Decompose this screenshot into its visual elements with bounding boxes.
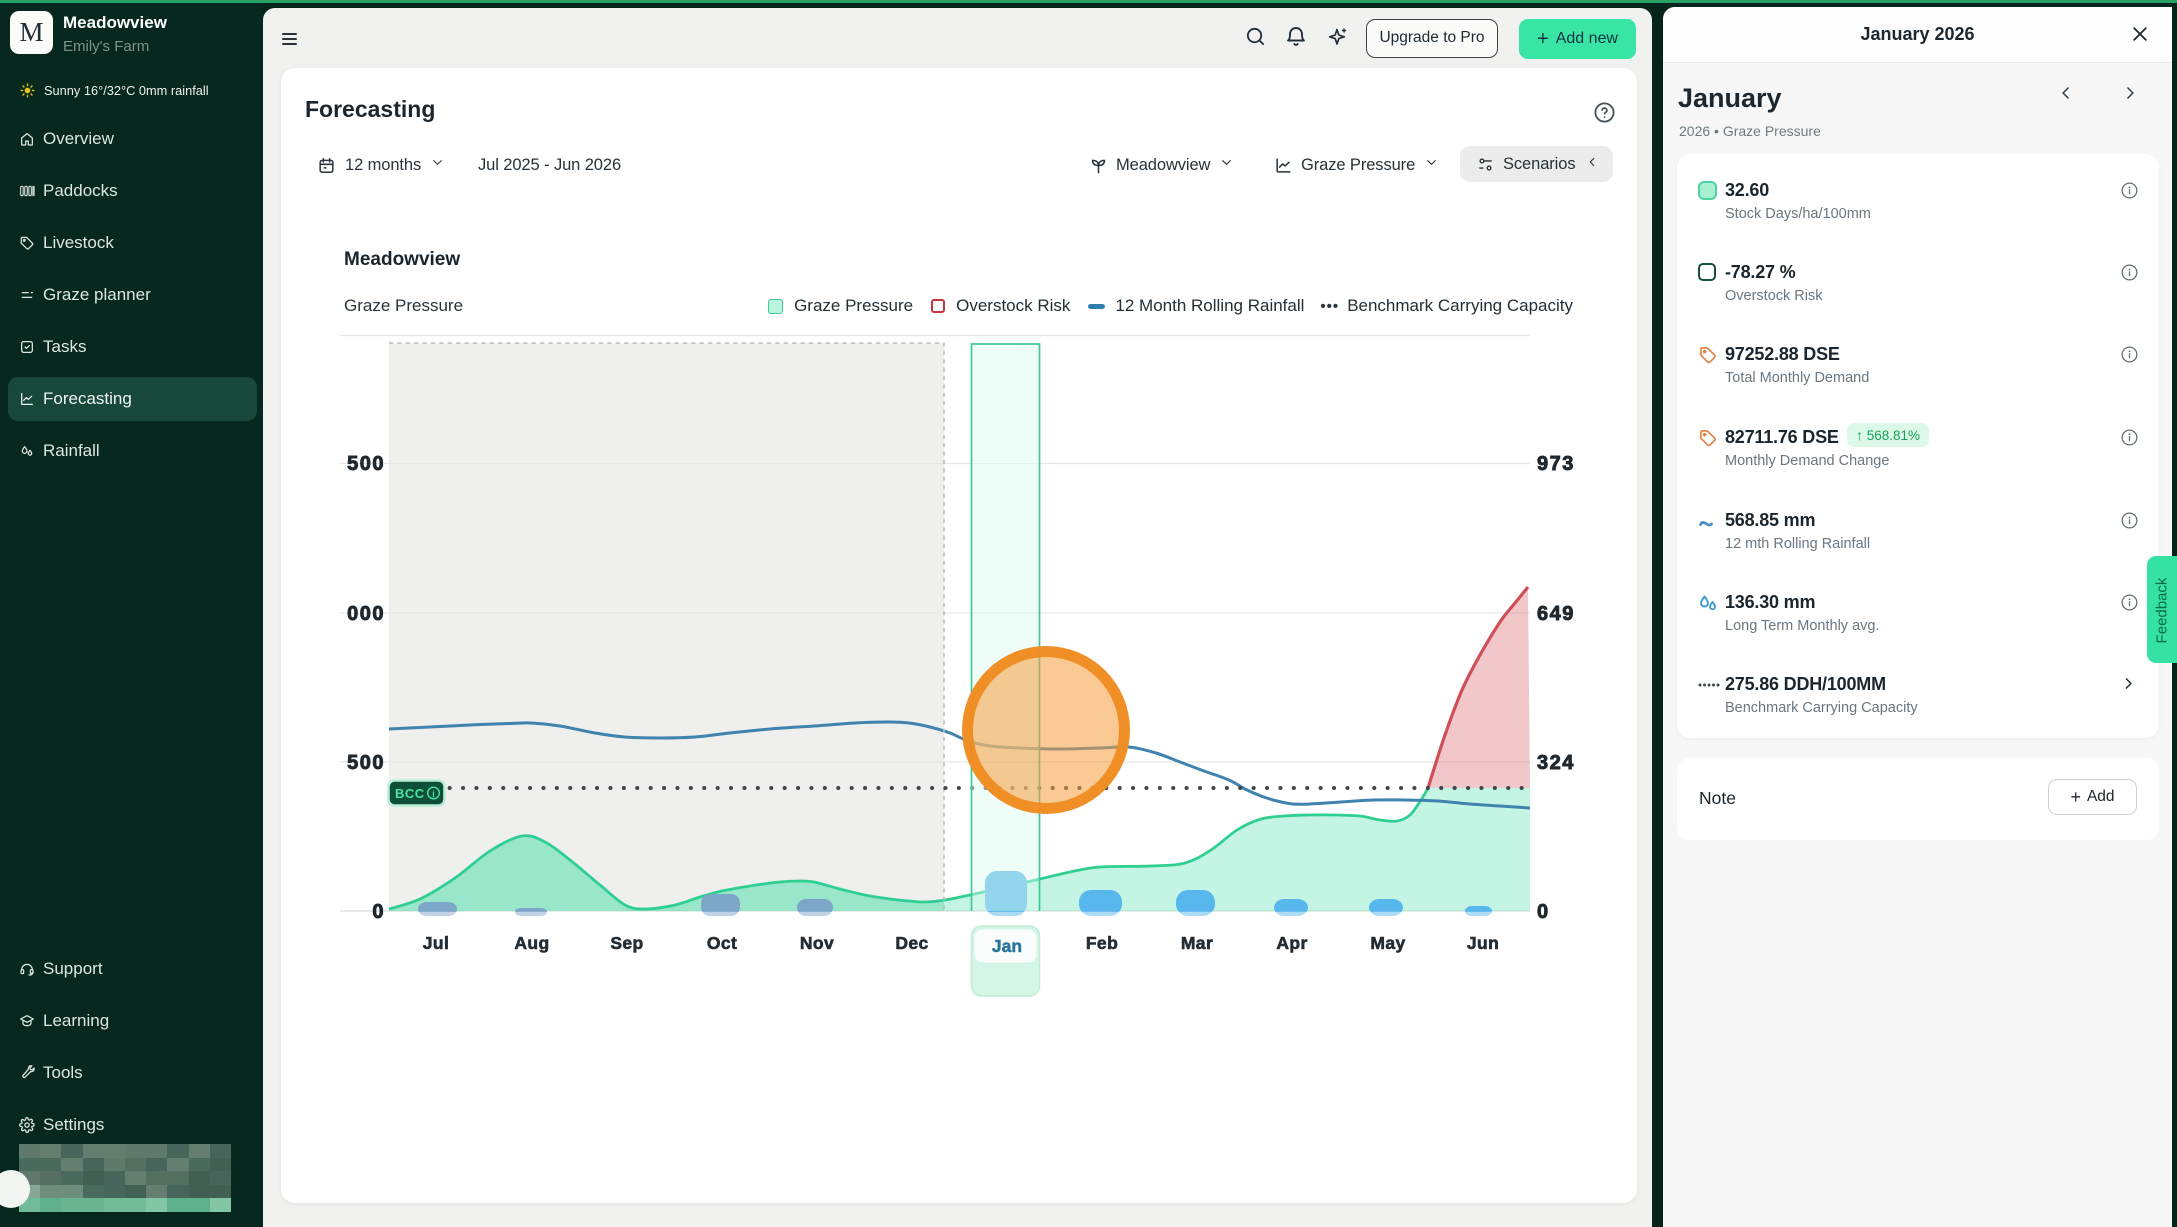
- svg-text:Feb: Feb: [1086, 933, 1118, 953]
- svg-text:May: May: [1370, 933, 1405, 953]
- svg-text:Aug: Aug: [514, 933, 549, 953]
- svg-text:Apr: Apr: [1276, 933, 1307, 953]
- svg-text:Jan: Jan: [992, 936, 1022, 956]
- svg-text:Mar: Mar: [1181, 933, 1213, 953]
- svg-text:000: 000: [347, 603, 385, 625]
- svg-text:324: 324: [1537, 752, 1575, 774]
- svg-text:0: 0: [372, 901, 385, 923]
- svg-text:Jun: Jun: [1467, 933, 1499, 953]
- svg-text:500: 500: [347, 453, 385, 475]
- svg-text:Nov: Nov: [800, 933, 834, 953]
- svg-text:973: 973: [1537, 453, 1575, 475]
- svg-text:Dec: Dec: [895, 933, 928, 953]
- svg-text:649: 649: [1537, 603, 1575, 625]
- svg-text:Jul: Jul: [423, 933, 450, 953]
- svg-text:Sep: Sep: [610, 933, 643, 953]
- svg-text:0: 0: [1537, 901, 1550, 923]
- svg-text:Oct: Oct: [707, 933, 737, 953]
- svg-text:BCC: BCC: [395, 786, 425, 801]
- svg-text:500: 500: [347, 752, 385, 774]
- svg-text:i: i: [432, 789, 435, 799]
